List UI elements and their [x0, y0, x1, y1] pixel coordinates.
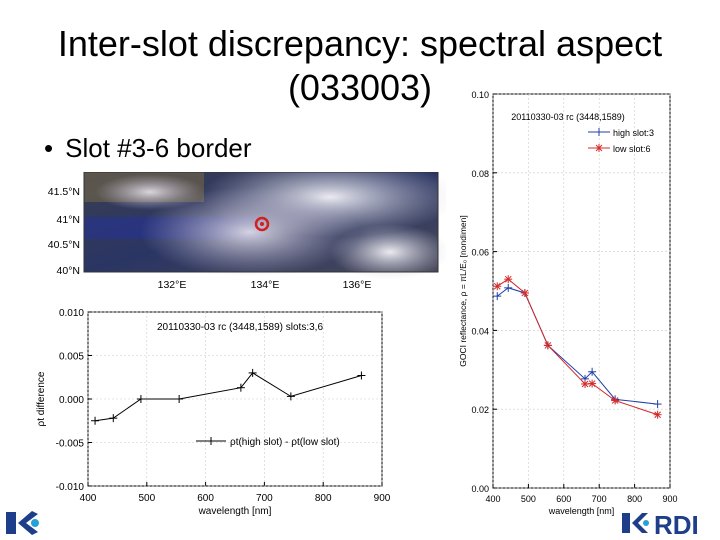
y-tick-label: 0.08 — [471, 169, 489, 179]
data-point — [109, 414, 118, 423]
slide-title: Inter-slot discrepancy: spectral aspect … — [40, 22, 680, 110]
x-axis-label: wavelength [nm] — [548, 506, 615, 516]
map-lat-label: 40.5°N — [48, 239, 80, 251]
x-tick-label: 500 — [138, 493, 155, 504]
x-tick-label: 800 — [315, 493, 332, 504]
legend-marker — [595, 144, 603, 152]
data-point — [175, 395, 184, 403]
difference-chart: 400 500 600 700 800 900 0.010 0.005 0.000 -0.005 -… — [36, 308, 391, 517]
y-tick-label: 0.02 — [471, 405, 489, 415]
data-point — [493, 282, 502, 291]
bullet-item: • Slot #3-6 border — [44, 133, 252, 164]
map-cloud — [140, 187, 360, 277]
map-lat-label: 40°N — [57, 265, 80, 277]
x-tick-label: 400 — [485, 494, 500, 504]
data-point — [248, 368, 257, 377]
map-target-marker-icon — [254, 216, 270, 232]
legend-label: high slot:3 — [613, 128, 654, 138]
data-point — [588, 367, 597, 376]
data-point — [653, 400, 662, 409]
map-lon-label: 132°E — [158, 279, 187, 291]
data-point — [611, 396, 620, 405]
x-tick-label: 900 — [374, 493, 391, 504]
legend-label: ρt(high slot) - ρt(low slot) — [230, 437, 340, 448]
x-tick-label: 400 — [80, 493, 97, 504]
x-tick-label: 700 — [592, 494, 607, 504]
y-tick-label: 0.005 — [59, 352, 84, 363]
data-point — [286, 392, 295, 401]
map-frame — [83, 172, 439, 273]
data-point — [504, 283, 513, 292]
x-tick-label: 800 — [627, 494, 642, 504]
x-axis-label: wavelength [nm] — [198, 506, 272, 517]
series-line — [496, 287, 658, 405]
legend-marker — [207, 437, 215, 445]
data-point — [357, 371, 366, 380]
logo-left-text: KO — [22, 537, 24, 538]
bullet-dot-icon: • — [44, 133, 54, 163]
data-point — [653, 410, 662, 419]
y-tick-label: 0.010 — [59, 308, 84, 319]
legend: high slot:3 low slot:6 — [588, 128, 654, 154]
y-tick-label: 0.10 — [471, 90, 489, 100]
map-lat-label: 41°N — [57, 214, 80, 226]
slide-title-line2: (033003) — [287, 67, 433, 108]
data-point — [91, 416, 100, 425]
x-tick-label: 900 — [662, 494, 677, 504]
map-cloud — [95, 174, 205, 210]
y-axis-label: GOCI reflectance, ρ = πL/E₀ [nondimen] — [458, 215, 468, 366]
x-tick-label: 700 — [256, 493, 273, 504]
data-point — [504, 275, 513, 284]
y-axis-label: ρt difference — [36, 371, 47, 426]
data-point — [520, 288, 529, 297]
x-tick-label: 600 — [556, 494, 571, 504]
map-cloud — [330, 224, 446, 280]
x-tick-label: 500 — [521, 494, 536, 504]
kordi-left-logo: KO — [6, 511, 39, 538]
y-tick-label: 0.04 — [471, 326, 489, 336]
legend-marker — [595, 128, 603, 136]
series-line — [94, 372, 362, 422]
chart-title: 20110330-03 rc (3448,1589) — [511, 112, 624, 122]
map-lon-label: 134°E — [251, 279, 280, 291]
data-point — [543, 341, 552, 350]
chart-title: 20110330-03 rc (3448,1589) slots:3,6 — [157, 322, 323, 333]
y-tick-label: -0.010 — [56, 482, 85, 493]
data-point — [236, 383, 245, 392]
slide-title-line1: Inter-slot discrepancy: spectral aspect — [57, 23, 663, 64]
data-point — [581, 379, 590, 388]
map-lon-label: 136°E — [343, 279, 372, 291]
data-point — [588, 379, 597, 388]
data-point — [493, 292, 502, 301]
kordi-right-logo: RDI — [622, 510, 699, 539]
satellite-map: 41.5°N 41°N 40.5°N 40°N 132°E 134°E 136°… — [48, 172, 446, 291]
legend-label: low slot:6 — [613, 144, 651, 154]
bullet-text: Slot #3-6 border — [65, 133, 252, 163]
logo-right-text: RDI — [654, 510, 699, 539]
data-point — [136, 395, 145, 403]
x-tick-label: 600 — [197, 493, 214, 504]
y-tick-label: 0.00 — [471, 484, 489, 494]
y-tick-label: 0.000 — [59, 395, 84, 406]
map-lat-label: 41.5°N — [48, 186, 80, 198]
y-tick-label: 0.06 — [471, 248, 489, 258]
y-tick-label: -0.005 — [56, 439, 85, 450]
legend: ρt(high slot) - ρt(low slot) — [196, 437, 340, 448]
reflectance-chart: 400 500 600 700 800 900 0.10 0.08 0.06 0.04 0.02 0.… — [458, 90, 678, 516]
